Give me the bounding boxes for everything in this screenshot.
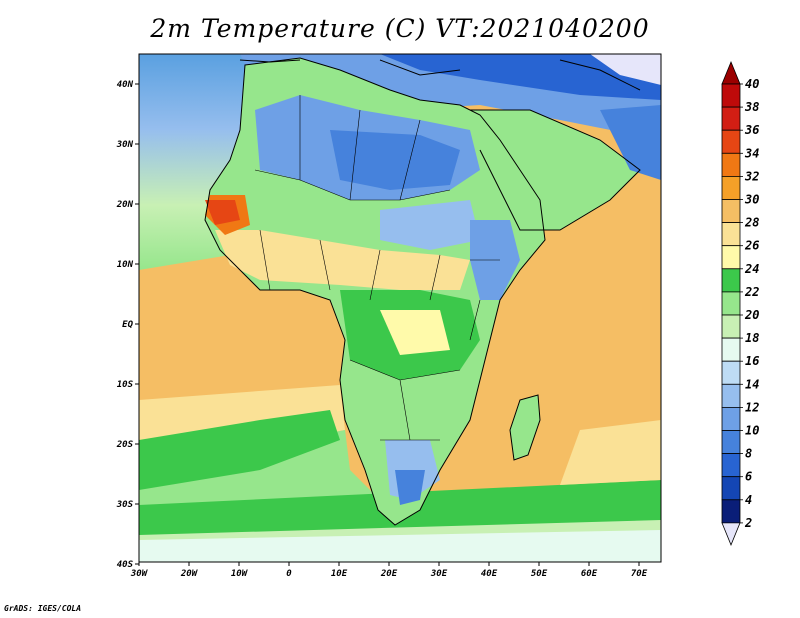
colorbar-segment [721, 291, 741, 316]
map-title: 2m Temperature (C) VT:2021040200 [150, 14, 650, 43]
lon-tick-label: 70E [631, 569, 648, 579]
colorbar-segment [721, 337, 741, 362]
colorbar-segment [721, 383, 741, 408]
colorbar-label: 40 [745, 77, 759, 91]
colorbar-label: 6 [745, 470, 752, 484]
lat-tick-label: 20N [116, 200, 134, 210]
lon-tick-label: 0 [286, 569, 292, 579]
colorbar-segment [721, 406, 741, 431]
south-atlantic-green [139, 410, 340, 490]
arabia-coastline [470, 109, 641, 231]
lat-tick-label: 10N [117, 260, 134, 270]
colorbar-label: 8 [745, 447, 752, 461]
colorbar-label: 34 [744, 146, 759, 160]
colorbar-label: 2 [744, 516, 752, 530]
colorbar-segment [721, 499, 741, 524]
colorbar-segment [721, 83, 741, 108]
lon-tick-label: 20E [380, 569, 398, 579]
colorbar-segment [721, 175, 741, 200]
lon-tick-label: 40E [481, 569, 498, 579]
lon-tick-label: 60E [581, 569, 598, 579]
temperature-map: 30W 20W 10W 0 10E 20E 30E 40E 50E 60E 70E 40N 30N 20… [116, 53, 759, 579]
country-borders [254, 95, 500, 441]
colorbar-segment [721, 453, 741, 478]
colorbar-label: 32 [744, 169, 759, 183]
colorbar-max-triangle [721, 60, 741, 85]
colorbar-segment [721, 268, 741, 293]
lon-tick-label: 20W [180, 569, 199, 579]
southern-ocean-cold-band [139, 530, 661, 562]
lon-tick-label: 10E [331, 569, 348, 579]
central-asia-coldest [590, 54, 661, 85]
lon-tick-label: 50E [531, 569, 548, 579]
colorbar-segment [721, 314, 741, 339]
lat-tick-label: 10S [117, 380, 134, 390]
colorbar-label: 16 [745, 354, 759, 368]
colorbar-label: 18 [745, 331, 759, 345]
grads-credit: GrADS: IGES/COLA [4, 604, 82, 613]
coastlines [204, 57, 641, 526]
lat-tick-label: 40S [117, 560, 134, 570]
lon-tick-label: 10W [231, 569, 249, 579]
colorbar-segment [721, 199, 741, 224]
colorbar-label: 20 [744, 308, 759, 322]
colorbar-segment [721, 152, 741, 177]
sahel-warm-band [215, 230, 470, 290]
lat-tick-label: 20S [116, 440, 134, 450]
congo-basin-warm [380, 310, 450, 355]
longitude-axis: 30W 20W 10W 0 10E 20E 30E 40E 50E 60E 70E [130, 562, 648, 579]
colorbar-label: 22 [744, 285, 759, 299]
indian-ocean-south [560, 420, 661, 485]
colorbar-label: 28 [744, 216, 759, 230]
colorbar-segment [721, 476, 741, 501]
south-africa-cold [395, 470, 425, 505]
sahara-central-cold [330, 130, 460, 190]
lon-tick-label: 30W [130, 569, 149, 579]
colorbar-segment [721, 245, 741, 270]
colorbar-label: 26 [744, 239, 759, 253]
lat-tick-label: EQ [122, 320, 133, 330]
colorbar-segment [721, 222, 741, 247]
colorbar-label: 24 [744, 262, 759, 276]
lat-tick-label: 30S [116, 500, 134, 510]
temperature-field [139, 54, 661, 562]
colorbar-label: 30 [744, 193, 759, 207]
madagascar [510, 395, 540, 460]
colorbar-label: 4 [745, 493, 752, 507]
lon-tick-label: 30E [430, 569, 448, 579]
north-atlantic-cool-band [139, 54, 300, 270]
colorbar-min-triangle [721, 522, 741, 546]
colorbar-segment [721, 129, 741, 154]
colorbar-segment [721, 360, 741, 385]
colorbar-segment [721, 430, 741, 455]
gulf-warm-band [139, 270, 340, 400]
latitude-axis: 40N 30N 20N 10N EQ 10S 20S 30S 40S [116, 80, 139, 570]
colorbar-label: 14 [745, 377, 759, 391]
iran-cool [600, 105, 661, 180]
lat-tick-label: 30N [116, 140, 134, 150]
colorbar-label: 38 [744, 100, 759, 114]
madagascar-coastline [509, 394, 541, 461]
europe-turkey-cold [380, 54, 661, 100]
colorbar-label: 10 [745, 424, 759, 438]
west-africa-hottest [205, 200, 240, 225]
colorbar-segment [721, 106, 741, 131]
europe-coastline [239, 59, 641, 91]
colorbar: 40 38 36 34 32 30 28 26 24 22 20 18 16 14 12 10 8 6 4 2 [721, 60, 759, 546]
lat-tick-label: 40N [117, 80, 134, 90]
arabian-peninsula [470, 110, 640, 230]
map-frame [138, 53, 662, 563]
colorbar-label: 36 [744, 123, 759, 137]
sudan-cool [380, 200, 480, 250]
colorbar-label: 12 [745, 400, 759, 414]
